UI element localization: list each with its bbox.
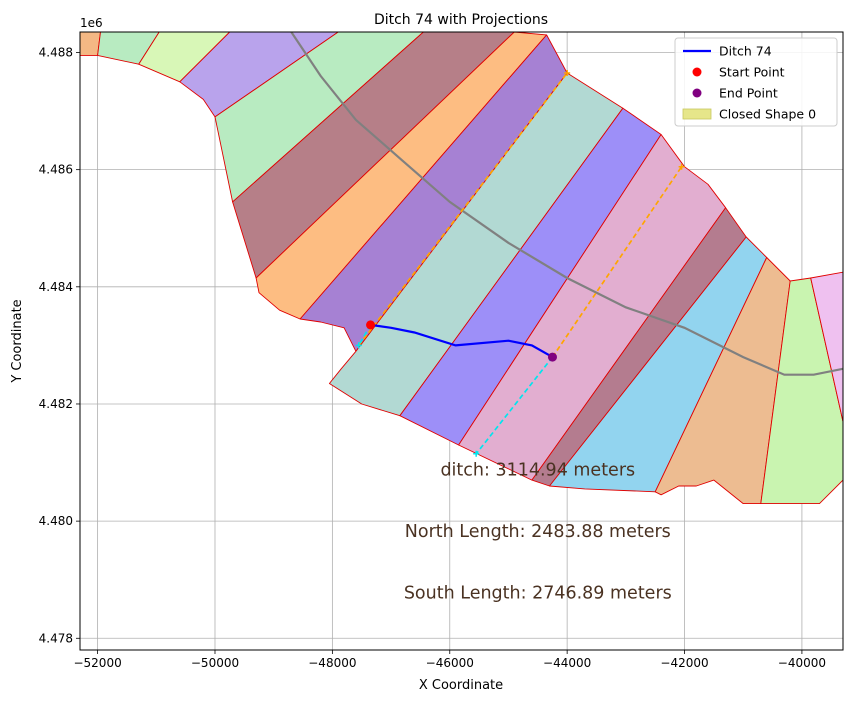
legend-label: Closed Shape 0 — [719, 107, 816, 122]
x-axis-label: X Coordinate — [419, 678, 503, 693]
legend: Ditch 74 Start Point End Point Closed Shape… — [674, 37, 838, 127]
x-tick-label: −44000 — [543, 656, 591, 670]
start-point — [366, 320, 376, 330]
y-tick-label: 4.486 — [39, 163, 73, 177]
axis-ticks: −52000 −50000 −48000 −46000 −44000 −42000 −400… — [39, 46, 826, 670]
legend-swatch — [692, 88, 702, 98]
annotations: ditch: 3114.94 meters North Length: 2483.… — [404, 461, 672, 604]
projection-endpoint — [355, 342, 362, 349]
x-tick-label: −50000 — [191, 656, 239, 670]
annotation-text: South Length: 2746.89 meters — [404, 584, 672, 604]
y-axis-label: Y Coordinate — [10, 299, 25, 383]
projection-line — [358, 72, 568, 346]
y-tick-label: 4.488 — [39, 46, 73, 60]
legend-label: Ditch 74 — [719, 44, 772, 59]
closed-shape — [179, 32, 339, 118]
x-tick-label: −42000 — [660, 656, 708, 670]
x-tick-label: −40000 — [778, 656, 826, 670]
x-tick-label: −48000 — [308, 656, 356, 670]
projection-line — [475, 356, 554, 455]
x-tick-label: −52000 — [73, 656, 121, 670]
projection-endpoint — [678, 163, 685, 170]
projection-line — [551, 166, 683, 358]
closed-shape — [810, 271, 843, 422]
legend-swatch — [682, 108, 712, 120]
y-tick-label: 4.482 — [39, 397, 73, 411]
end-point — [547, 352, 557, 362]
legend-swatch — [692, 67, 702, 77]
ditch-line — [370, 323, 554, 359]
closed-shape — [549, 236, 768, 493]
y-tick-label: 4.484 — [39, 280, 73, 294]
x-tick-label: −46000 — [426, 656, 474, 670]
closed-shape — [80, 32, 101, 56]
y-tick-label: 4.480 — [39, 514, 73, 528]
annotation-text: ditch: 3114.94 meters — [440, 461, 635, 481]
projection-endpoint — [473, 450, 480, 457]
y-tick-label: 4.478 — [39, 631, 73, 645]
legend-box — [674, 37, 838, 127]
legend-label: End Point — [719, 86, 778, 101]
overlays — [290, 32, 843, 457]
road-line — [290, 32, 843, 376]
chart-title: Ditch 74 with Projections — [374, 12, 548, 28]
legend-label: Start Point — [719, 65, 785, 80]
y-offset-label: 1e6 — [80, 16, 103, 30]
annotation-text: North Length: 2483.88 meters — [405, 522, 671, 542]
plot-frame — [79, 31, 844, 651]
projection-endpoint — [564, 70, 571, 77]
